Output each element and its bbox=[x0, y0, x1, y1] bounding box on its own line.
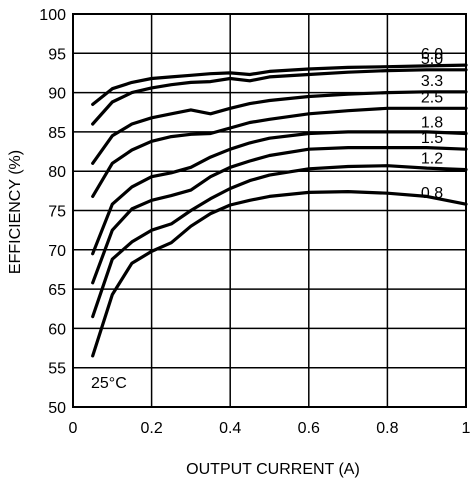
series-label-6-0: 6.0 bbox=[421, 46, 443, 63]
x-tick-label: 0 bbox=[69, 420, 78, 437]
y-tick-label: 85 bbox=[48, 125, 66, 142]
y-tick-label: 95 bbox=[48, 46, 66, 63]
y-tick-label: 70 bbox=[48, 243, 66, 260]
x-tick-label: 0.6 bbox=[298, 420, 320, 437]
y-tick-label: 55 bbox=[48, 361, 66, 378]
x-axis-title: OUTPUT CURRENT (A) bbox=[186, 461, 360, 478]
y-tick-label: 50 bbox=[48, 400, 66, 417]
series-line-1-2 bbox=[91, 164, 468, 319]
series-label-1-8: 1.8 bbox=[421, 114, 443, 131]
series-line-1-8 bbox=[91, 130, 468, 256]
y-tick-label: 100 bbox=[39, 7, 66, 24]
series-line-6-0 bbox=[91, 63, 468, 107]
x-tick-label: 0.8 bbox=[376, 420, 398, 437]
series-line-1-5 bbox=[91, 146, 468, 285]
series-labels: 6.05.0 3.32.5 1.81.5 1.2 0.8 bbox=[421, 46, 443, 202]
x-tick-label: 1 bbox=[462, 420, 471, 437]
series-line-2-5 bbox=[91, 106, 468, 198]
y-tick-label: 80 bbox=[48, 164, 66, 181]
y-tick-label: 90 bbox=[48, 86, 66, 103]
temperature-annotation: 25°C bbox=[91, 375, 127, 392]
x-tick-label: 0.2 bbox=[140, 420, 162, 437]
series-label-3-3: 3.3 bbox=[421, 73, 443, 90]
series-lines bbox=[91, 63, 468, 358]
plot-frame bbox=[72, 13, 467, 408]
series-line-5-0 bbox=[91, 68, 468, 126]
series-label-2-5: 2.5 bbox=[421, 89, 443, 106]
series-label-0-8: 0.8 bbox=[421, 185, 443, 202]
series-label-1-5: 1.5 bbox=[421, 130, 443, 147]
y-tick-label: 75 bbox=[48, 204, 66, 221]
series-line-3-3 bbox=[91, 90, 468, 165]
y-tick-label: 60 bbox=[48, 321, 66, 338]
x-tick-label: 0.4 bbox=[219, 420, 241, 437]
axes: 0 0.2 0.4 0.6 0.8 1 50 55 60 65 70 75 80 85 90 95 100 bbox=[39, 7, 470, 437]
series-label-5-0: 5.0 bbox=[421, 51, 443, 68]
y-axis-title: EFFICIENCY (%) bbox=[7, 150, 24, 274]
y-tick-label: 65 bbox=[48, 282, 66, 299]
series-line-0-8 bbox=[91, 190, 468, 358]
series-label-1-2: 1.2 bbox=[421, 151, 443, 168]
